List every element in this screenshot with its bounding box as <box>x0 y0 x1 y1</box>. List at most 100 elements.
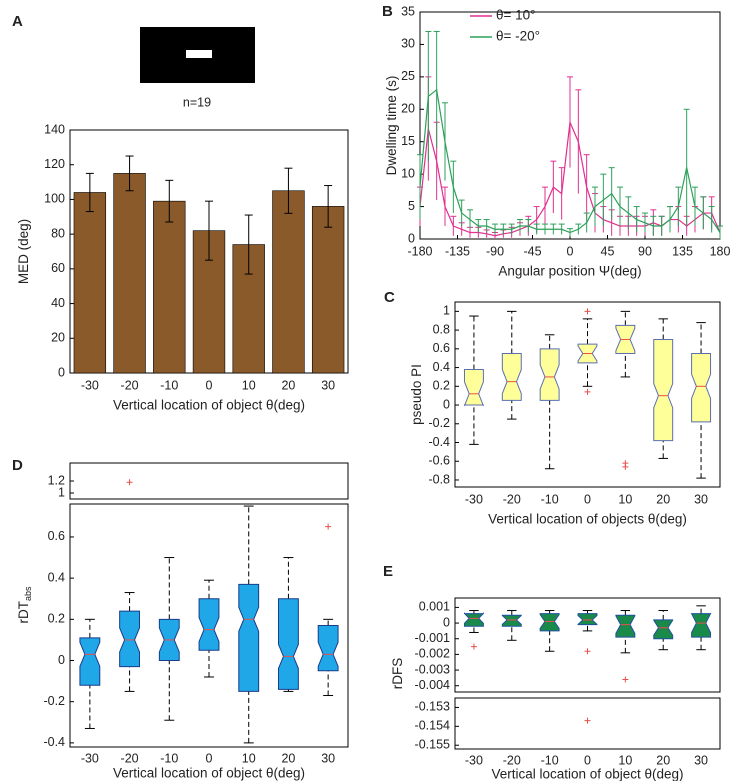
bar <box>113 173 146 374</box>
y-axis-label: rDTabs <box>16 586 34 624</box>
y-tick-label: 0.001 <box>419 600 450 614</box>
annotation: n=19 <box>183 95 211 109</box>
outlier <box>325 523 332 530</box>
x-tick-label: -20 <box>121 751 139 765</box>
x-tick-label: 0 <box>206 751 213 765</box>
box <box>691 353 712 423</box>
x-tick-label: 30 <box>321 378 335 392</box>
y-tick-label: -0.2 <box>428 416 450 430</box>
y-tick-label: 35 <box>401 4 415 18</box>
x-tick-label: -30 <box>465 492 483 506</box>
box <box>119 610 140 668</box>
y-tick-label: -0.002 <box>415 647 450 661</box>
stimulus-bar <box>186 50 212 58</box>
x-tick-label: -30 <box>465 753 483 767</box>
x-tick-label: -20 <box>121 378 139 392</box>
outlier <box>622 676 629 683</box>
y-tick-label: 0 <box>58 365 65 379</box>
box <box>501 353 522 401</box>
panel-letter: E <box>383 563 393 580</box>
y-tick-label: 120 <box>44 157 65 171</box>
outlier <box>584 648 591 655</box>
x-axis-label: Vertical location of object θ(deg) <box>113 766 305 781</box>
x-tick-label: 10 <box>618 492 632 506</box>
x-axis-label: Vertical location of object θ(deg) <box>491 767 683 781</box>
x-tick-label: 0 <box>206 378 213 392</box>
y-tick-label: -0.4 <box>428 435 450 449</box>
axes-frame <box>69 503 349 748</box>
outlier <box>622 463 629 470</box>
y-tick-label: -0.154 <box>415 719 450 733</box>
box <box>653 619 674 640</box>
y-tick-label: 1 <box>443 304 450 318</box>
x-axis-label: Vertical location of object θ(deg) <box>113 398 305 413</box>
y-tick-label: 1.2 <box>48 473 65 487</box>
box <box>198 598 220 651</box>
axes-frame <box>69 462 349 500</box>
y-axis-label-text: rDT <box>16 601 31 624</box>
outlier <box>584 717 591 724</box>
y-tick-label: -0.155 <box>415 738 450 752</box>
x-tick-label: -90 <box>486 244 504 258</box>
x-tick-label: 10 <box>242 751 256 765</box>
x-tick-label: -45 <box>523 244 541 258</box>
y-tick-label: -0.153 <box>415 700 450 714</box>
box <box>278 598 299 690</box>
y-tick-label: -0.001 <box>415 631 450 645</box>
y-tick-label: 0 <box>443 615 450 629</box>
x-tick-label: 0 <box>584 492 591 506</box>
y-tick-label: 15 <box>401 134 415 148</box>
bar <box>73 192 107 374</box>
x-tick-label: 180 <box>710 244 731 258</box>
box <box>463 368 484 406</box>
y-axis-label-text: pseudo PI <box>409 364 424 425</box>
y-axis-label: pseudo PI <box>409 364 424 425</box>
y-tick-label: 10 <box>401 166 415 180</box>
y-tick-label: 0.2 <box>48 612 65 626</box>
y-tick-label: 5 <box>408 199 415 213</box>
box <box>463 612 484 627</box>
box <box>690 613 712 638</box>
outlier <box>470 643 477 650</box>
x-tick-label: 30 <box>694 753 708 767</box>
x-tick-label: -20 <box>503 753 521 767</box>
x-tick-label: -30 <box>81 378 99 392</box>
y-tick-label: 0.2 <box>433 379 450 393</box>
y-tick-label: -0.6 <box>428 454 450 468</box>
x-tick-label: -10 <box>160 378 178 392</box>
box <box>501 614 522 627</box>
y-tick-label: 40 <box>51 296 65 310</box>
y-tick-label: 30 <box>401 37 415 51</box>
x-tick-label: 135 <box>672 244 693 258</box>
x-tick-label: -135 <box>445 244 470 258</box>
x-tick-label: -10 <box>541 492 559 506</box>
y-axis-label: Dwelling time (s) <box>384 76 399 176</box>
y-tick-label: 100 <box>44 192 65 206</box>
y-tick-label: 0.6 <box>433 341 450 355</box>
y-axis-label-text: rDFS <box>390 658 405 690</box>
legend-label: θ= -20° <box>496 29 540 44</box>
y-tick-label: 0 <box>58 653 65 667</box>
outlier <box>584 308 591 315</box>
legend-label: θ= 10° <box>496 8 536 23</box>
panel-letter: A <box>12 13 23 30</box>
x-tick-label: -10 <box>160 751 178 765</box>
x-axis-label: Angular position Ψ(deg) <box>498 264 641 279</box>
x-tick-label: 30 <box>694 492 708 506</box>
y-tick-label: 25 <box>401 69 415 83</box>
y-tick-label: -0.8 <box>428 472 450 486</box>
series-line <box>419 88 721 234</box>
y-tick-label: 0.6 <box>48 529 65 543</box>
box <box>79 637 101 686</box>
x-tick-label: -30 <box>81 751 99 765</box>
box <box>615 614 636 638</box>
x-axis-label: Vertical location of objects θ(deg) <box>488 512 687 527</box>
y-tick-label: 140 <box>44 122 65 136</box>
y-tick-label: 0 <box>443 397 450 411</box>
y-axis-label-text: Dwelling time (s) <box>384 76 399 176</box>
x-tick-label: 30 <box>321 751 335 765</box>
x-tick-label: 0 <box>584 753 591 767</box>
y-tick-label: -0.004 <box>415 678 450 692</box>
y-tick-label: -0.003 <box>415 662 450 676</box>
